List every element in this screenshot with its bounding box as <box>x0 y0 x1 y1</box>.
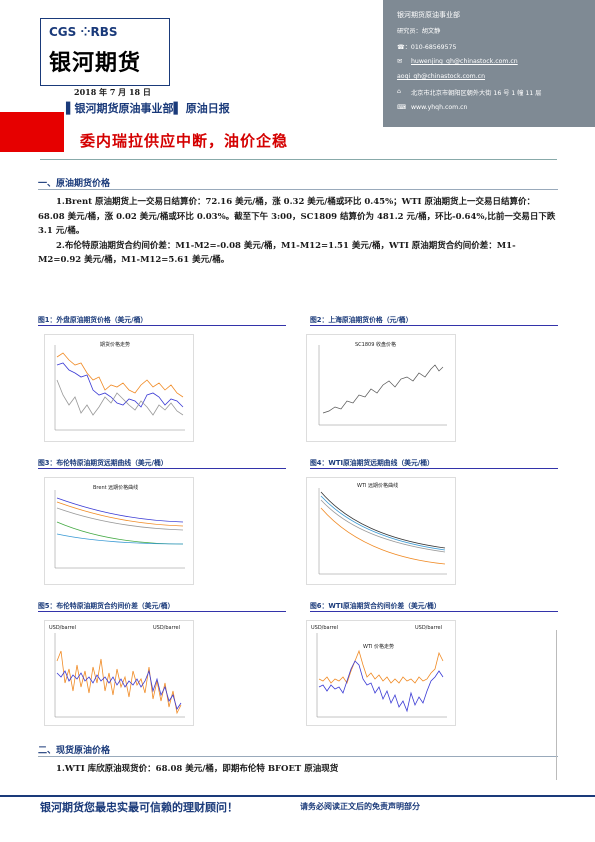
contact-email-2[interactable]: aoqi_qh@chinastock.com.cn <box>397 73 486 80</box>
footer-slogan: 银河期货您最忠实最可信赖的理财顾问！ <box>40 801 238 814</box>
figure-4-plot <box>318 488 447 575</box>
figure-2-caption: 图2：上海原油期货价格（元/桶） <box>310 314 558 326</box>
contact-panel: 银河期货原油事业部 研究员：胡文静 ☎：010-68569575 ✉ huwen… <box>383 0 595 127</box>
contact-address: 北京市北京市朝阳区朝外大街 16 号 1 幢 11 层 <box>411 90 542 97</box>
address-icon: ⌂ <box>397 88 401 95</box>
figure-3-title: Brent 远期价格曲线 <box>93 485 139 491</box>
footer-disclaimer: 请务必阅读正文后的免责声明部分 <box>300 802 420 811</box>
company-logo: CGS ⁘RBS 银河期货 <box>40 18 170 86</box>
email-icon: ✉ <box>397 58 403 65</box>
figure-1-plot <box>54 345 185 431</box>
section1-divider <box>38 189 558 190</box>
figure-2-plot <box>318 345 447 426</box>
footer-divider <box>0 795 595 797</box>
logo-chinese-name: 银河期货 <box>49 51 142 76</box>
section1-paragraph-1: 1.Brent 原油期货上一交易日结算价：72.16 美元/桶，涨 0.32 美… <box>38 197 556 237</box>
web-icon: ⌨ <box>397 104 406 111</box>
header-divider <box>40 159 557 160</box>
report-date: 2018 年 7 月 18 日 <box>74 87 151 97</box>
figure-3-caption: 图3：布伦特原油期货远期曲线（美元/桶） <box>38 457 286 469</box>
section2-heading: 二、现货原油价格 <box>38 746 111 756</box>
figure-3-chart: Brent 远期价格曲线 <box>44 477 194 585</box>
contact-email-1[interactable]: huwenjing_qh@chinastock.com.cn <box>411 58 518 65</box>
section1-paragraph-2: 2.布伦特原油期货合约间价差：M1-M2=-0.08 美元/桶，M1-M12=1… <box>38 240 516 266</box>
logo-brand-text: CGS ⁘RBS <box>49 25 118 39</box>
figure-1-title: 期货价格走势 <box>100 342 131 348</box>
side-decoration <box>556 630 587 780</box>
figure-2-chart: SC1809 收盘价格 <box>306 334 456 442</box>
section2-body: 1.WTI 库欣原油现货价：68.08 美元/桶，即期布伦特 BFOET 原油现… <box>38 762 558 777</box>
figure-5-plot <box>54 633 185 718</box>
department-label: ▌银河期货原油事业部▌ 原油日报 <box>66 102 230 115</box>
figure-6-chart: USD/barrel USD/barrel WTI 价格走势 <box>306 620 456 726</box>
figure-6-label: WTI 价格走势 <box>363 644 395 650</box>
section2-paragraph-1: 1.WTI 库欣原油现货价：68.08 美元/桶，即期布伦特 BFOET 原油现… <box>56 764 339 774</box>
contact-researcher: 研究员：胡文静 <box>397 28 441 35</box>
figure-4-title: WTI 远期价格曲线 <box>357 483 399 489</box>
figure-1-caption: 图1：外盘原油期货价格（美元/桶） <box>38 314 286 326</box>
contact-web[interactable]: www.yhqh.com.cn <box>411 104 468 111</box>
section1-heading: 一、原油期货价格 <box>38 179 111 189</box>
figure-6-unit-right: USD/barrel <box>415 625 442 631</box>
figure-4-caption: 图4：WTI原油期货远期曲线（美元/桶） <box>310 457 558 469</box>
figure-4-chart: WTI 远期价格曲线 <box>306 477 456 585</box>
section2-divider <box>38 756 558 757</box>
contact-phone: ☎：010-68569575 <box>397 44 457 51</box>
figure-6-unit-left: USD/barrel <box>311 625 338 631</box>
figure-1-chart: 期货价格走势 <box>44 334 194 442</box>
figure-6-caption: 图6：WTI原油期货合约间价差（美元/桶） <box>310 600 558 612</box>
figure-3-plot <box>54 490 185 569</box>
figure-2-title: SC1809 收盘价格 <box>355 342 396 348</box>
figure-5-caption: 图5：布伦特原油期货合约间价差（美元/桶） <box>38 600 286 612</box>
figure-5-unit-left: USD/barrel <box>49 625 76 631</box>
figure-5-unit-right: USD/barrel <box>153 625 180 631</box>
figure-6-plot <box>316 633 447 718</box>
figure-5-chart: USD/barrel USD/barrel <box>44 620 194 726</box>
red-accent-block <box>0 112 64 152</box>
report-title: 委内瑞拉供应中断，油价企稳 <box>80 132 289 150</box>
section1-body: 1.Brent 原油期货上一交易日结算价：72.16 美元/桶，涨 0.32 美… <box>38 195 558 268</box>
contact-org: 银河期货原油事业部 <box>397 11 460 19</box>
